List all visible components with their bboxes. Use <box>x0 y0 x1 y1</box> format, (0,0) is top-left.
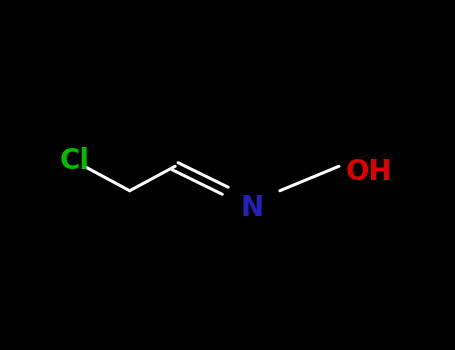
Text: OH: OH <box>346 158 392 186</box>
Text: N: N <box>241 194 264 222</box>
Text: Cl: Cl <box>59 147 89 175</box>
